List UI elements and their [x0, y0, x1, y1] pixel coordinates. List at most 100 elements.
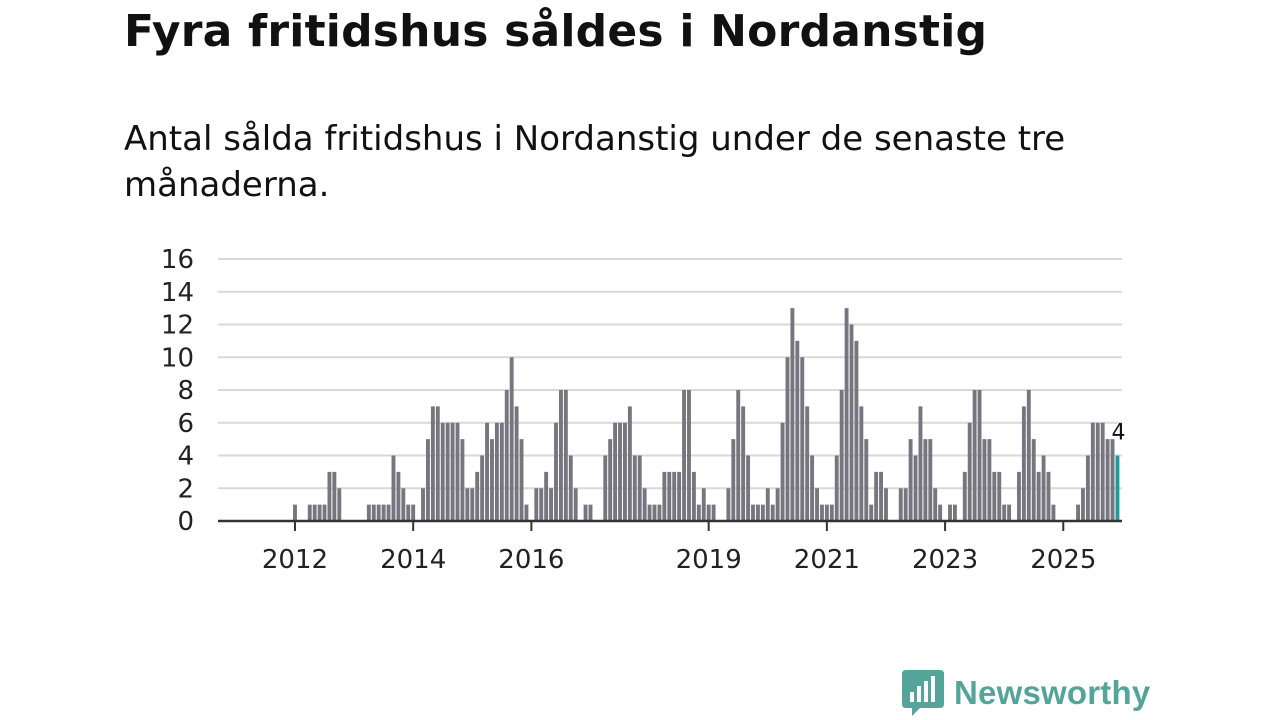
bar [627, 406, 632, 521]
bar [967, 422, 972, 521]
bar [642, 488, 647, 521]
bar [938, 504, 943, 521]
logo-text: Newsworthy [954, 674, 1151, 711]
bar [366, 504, 371, 521]
bar [499, 422, 504, 521]
bar [411, 504, 416, 521]
bar [465, 488, 470, 521]
bar [997, 471, 1002, 521]
bar [426, 439, 430, 521]
bar [632, 455, 637, 521]
bar [682, 390, 686, 521]
bar [864, 439, 869, 521]
bar [440, 422, 445, 521]
bar [795, 340, 800, 521]
x-tick-label: 2016 [498, 545, 564, 575]
bar [992, 471, 997, 521]
bar [470, 488, 475, 521]
bar [1007, 504, 1012, 521]
bar [652, 504, 657, 521]
bar [312, 504, 317, 521]
bar [701, 488, 706, 521]
bar [1085, 455, 1090, 521]
x-tick-label: 2025 [1030, 545, 1096, 575]
bar [1090, 422, 1095, 521]
bar [1036, 471, 1041, 521]
bar [450, 422, 455, 521]
bar [913, 455, 918, 521]
bar [1051, 504, 1056, 521]
bar [977, 390, 982, 521]
bar [509, 357, 514, 521]
bar [751, 504, 755, 521]
bar [371, 504, 376, 521]
bar [401, 488, 406, 521]
y-tick-label: 8 [177, 376, 194, 406]
bar [1002, 504, 1007, 521]
bar [396, 471, 401, 521]
bar-latest [1115, 455, 1120, 521]
bar [485, 422, 489, 521]
bar [1031, 439, 1036, 521]
bar [662, 471, 667, 521]
bar [337, 488, 342, 521]
bar [494, 422, 499, 521]
bar [534, 488, 539, 521]
bar [490, 439, 494, 521]
bar [775, 488, 780, 521]
bar [1095, 422, 1100, 521]
bar [618, 422, 622, 521]
bar [691, 471, 696, 521]
y-tick-label: 2 [177, 474, 194, 504]
bar [672, 471, 677, 521]
bar [1021, 406, 1026, 521]
bar [962, 471, 967, 521]
bar [519, 439, 524, 521]
bar [430, 406, 435, 521]
chart-subtitle: Antal sålda fritidshus i Nordanstig unde… [124, 119, 1066, 205]
bar [736, 390, 741, 521]
bar-chart-speech-bubble-icon [902, 670, 944, 716]
bar [637, 455, 642, 521]
bar [884, 488, 888, 521]
bar [647, 504, 652, 521]
bar [514, 406, 519, 521]
x-tick-label: 2014 [380, 545, 446, 575]
bar [741, 406, 746, 521]
bar [785, 357, 790, 521]
bar [869, 504, 874, 521]
bar [1081, 488, 1085, 521]
bars [293, 308, 1120, 521]
bar [1041, 455, 1046, 521]
x-tick-label: 2021 [794, 545, 860, 575]
bar [898, 488, 903, 521]
bar [952, 504, 957, 521]
bar [839, 390, 844, 521]
y-tick-label: 4 [177, 442, 194, 472]
bar [322, 504, 327, 521]
annotations: 4 [1111, 421, 1125, 446]
bar [844, 308, 849, 521]
bar [1110, 439, 1115, 521]
bar [903, 488, 908, 521]
bar [982, 439, 987, 521]
bar [815, 488, 819, 521]
x-tick-label: 2012 [262, 545, 328, 575]
bar [810, 455, 815, 521]
bar [948, 504, 952, 521]
bar [475, 471, 480, 521]
bar [928, 439, 933, 521]
bar [327, 471, 332, 521]
y-tick-label: 14 [161, 278, 194, 308]
bar [332, 471, 337, 521]
bar [1105, 439, 1110, 521]
bar [460, 439, 465, 521]
y-tick-label: 12 [161, 311, 194, 341]
bar [933, 488, 938, 521]
bar [972, 390, 977, 521]
bar [445, 422, 450, 521]
bar [386, 504, 391, 521]
bar [765, 488, 770, 521]
bar [573, 488, 578, 521]
